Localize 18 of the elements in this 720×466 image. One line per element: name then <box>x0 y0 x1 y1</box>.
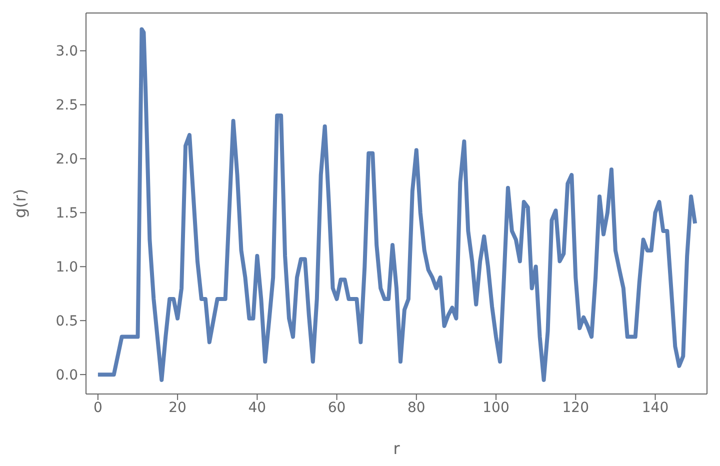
y-tick-label: 0.0 <box>56 368 78 384</box>
x-tick-label: 60 <box>328 400 346 416</box>
x-tick-label: 80 <box>407 400 426 416</box>
x-tick-label: 120 <box>562 400 589 416</box>
y-axis-title: g(r) <box>10 188 30 218</box>
x-axis-title: r <box>393 439 400 458</box>
x-tick-label: 100 <box>482 400 510 416</box>
y-tick-label: 2.5 <box>56 98 78 114</box>
y-tick-label: 1.5 <box>56 206 78 222</box>
x-tick-label: 40 <box>248 400 266 416</box>
y-tick-label: 1.0 <box>56 260 78 276</box>
y-tick-label: 0.5 <box>56 314 78 330</box>
line-series <box>96 27 698 382</box>
x-tick-label: 0 <box>93 400 102 416</box>
x-tick-label: 20 <box>168 400 186 416</box>
y-tick-label: 3.0 <box>56 44 78 60</box>
y-tick-label: 2.0 <box>56 152 78 168</box>
x-tick-label: 140 <box>642 400 669 416</box>
